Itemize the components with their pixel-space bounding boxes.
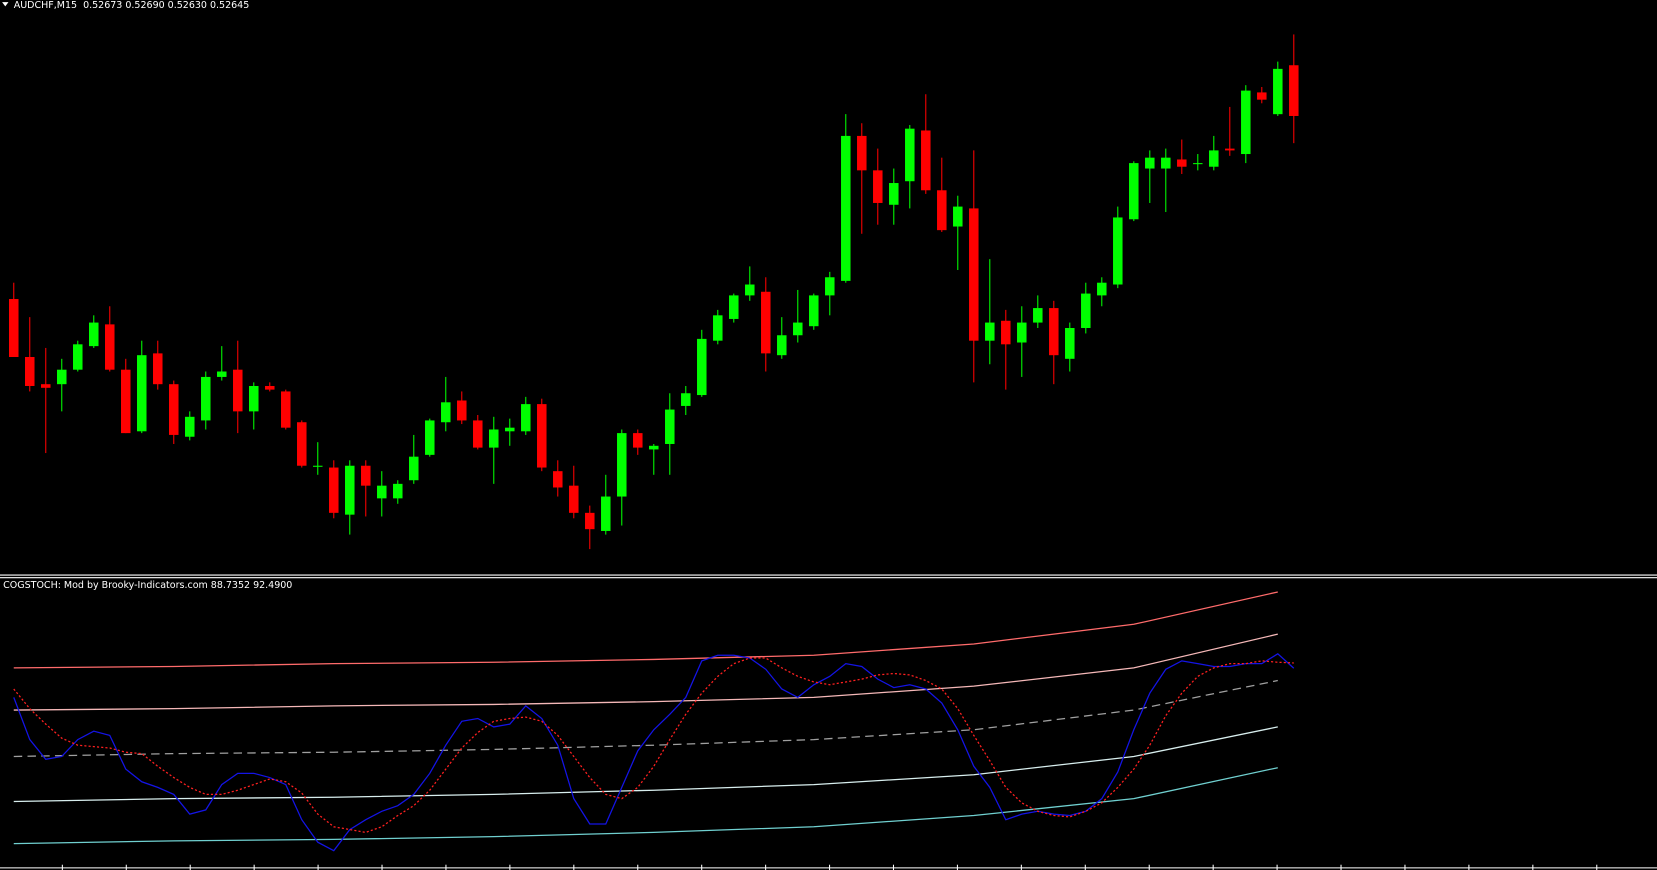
candle-body: [889, 183, 899, 205]
candle-body: [121, 369, 131, 434]
candle-body: [697, 338, 707, 396]
candle-body: [153, 353, 163, 385]
candle-body: [1209, 150, 1219, 167]
candle-body: [953, 206, 963, 227]
candle-body: [841, 135, 851, 281]
candle-body: [1097, 282, 1107, 296]
candle-body: [569, 485, 579, 513]
candle-body: [41, 384, 51, 388]
candle-body: [1001, 320, 1011, 345]
candle-body: [553, 471, 563, 488]
candle-body: [1241, 90, 1251, 155]
indicator-line: [13, 767, 1278, 845]
candle-body: [857, 135, 867, 171]
candle-body: [105, 324, 115, 370]
candle-body: [1017, 322, 1027, 343]
candle-body: [585, 512, 595, 530]
candle-body: [681, 393, 691, 406]
candle-body: [233, 369, 243, 412]
candle-body: [793, 322, 803, 336]
candle-body: [1257, 92, 1267, 100]
candle-body: [217, 371, 227, 377]
candle-body: [25, 357, 35, 386]
indicator-pane-title: COGSTOCH: Mod by Brooky-Indicators.com 8…: [3, 580, 292, 591]
candle-body: [633, 433, 643, 448]
candle-body: [1065, 328, 1075, 359]
candle-body: [377, 485, 387, 499]
candle-body: [985, 322, 995, 341]
candle-body: [1033, 308, 1043, 323]
candle-body: [1289, 65, 1299, 116]
candle-body: [441, 402, 451, 423]
candle-body: [1225, 148, 1235, 151]
candle-body: [1129, 163, 1139, 220]
candle-body: [137, 355, 147, 432]
candle-body: [473, 420, 483, 448]
candle-body: [409, 456, 419, 481]
indicator-line: [13, 653, 1295, 852]
candle-body: [1177, 159, 1187, 167]
candle-body: [281, 391, 291, 428]
candle-body: [329, 467, 339, 513]
candle-body: [265, 385, 275, 390]
indicator-line: [13, 726, 1278, 803]
candle-body: [905, 128, 915, 182]
candle-body: [361, 465, 371, 486]
candle-body: [185, 416, 195, 437]
candle-body: [425, 420, 435, 455]
candle-body: [825, 277, 835, 296]
candle-body: [745, 284, 755, 296]
candle-body: [1049, 308, 1059, 356]
candle-body: [313, 465, 323, 467]
candle-body: [1081, 293, 1091, 329]
candle-body: [1161, 157, 1171, 169]
symbol-menu-arrow[interactable]: [2, 2, 9, 7]
candle-body: [73, 344, 83, 370]
candle-body: [777, 335, 787, 356]
candle-body: [713, 315, 723, 341]
candle-body: [809, 295, 819, 327]
price-pane-title: AUDCHF,M15 0.52673 0.52690 0.52630 0.526…: [14, 0, 250, 11]
candle-body: [969, 208, 979, 341]
candle-body: [1193, 163, 1203, 165]
candle-body: [297, 422, 307, 466]
indicator-line: [13, 633, 1278, 711]
candle-body: [393, 483, 403, 499]
candle-body: [489, 429, 499, 448]
candle-body: [617, 433, 627, 497]
candle-body: [1113, 217, 1123, 285]
candle-body: [89, 322, 99, 347]
candle-body: [729, 295, 739, 319]
candle-body: [505, 427, 515, 432]
candle-body: [249, 385, 259, 412]
candle-body: [457, 400, 467, 421]
candle-body: [1273, 68, 1283, 115]
candle-body: [873, 170, 883, 203]
candle-body: [1145, 157, 1155, 169]
candle-body: [921, 130, 931, 191]
indicator-line: [13, 679, 1278, 758]
candle-body: [9, 299, 19, 358]
candle-body: [649, 445, 659, 450]
candle-body: [601, 496, 611, 531]
candle-body: [537, 404, 547, 468]
candle-body: [345, 465, 355, 515]
candle-body: [761, 291, 771, 354]
candle-body: [665, 409, 675, 444]
candle-body: [201, 376, 211, 421]
candle-body: [937, 190, 947, 231]
indicator-line: [13, 591, 1278, 669]
candle-body: [57, 369, 67, 385]
candle-body: [521, 404, 531, 432]
candle-body: [169, 384, 179, 435]
